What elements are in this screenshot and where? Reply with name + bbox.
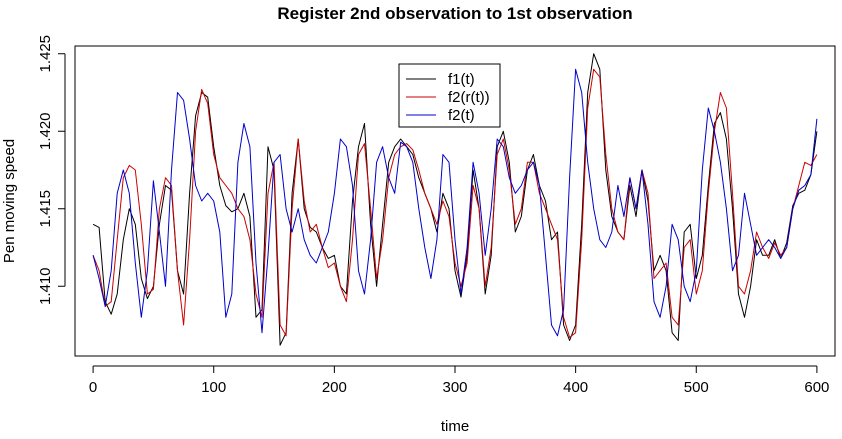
y-axis-label: Pen moving speed: [1, 139, 18, 263]
y-tick-label: 1.420: [37, 112, 54, 150]
legend-label: f2(t): [448, 107, 475, 124]
x-tick-label: 0: [89, 379, 97, 396]
series-line-3: [92, 68, 818, 337]
x-tick-label: 100: [201, 379, 226, 396]
series-line-2: [92, 68, 818, 338]
x-tick-label: 400: [563, 379, 588, 396]
plot-frame: [74, 45, 836, 357]
legend-label: f1(t): [448, 71, 475, 88]
legend-box: [398, 63, 501, 128]
x-tick-label: 200: [322, 379, 347, 396]
x-tick-label: 500: [684, 379, 709, 396]
x-axis-label: time: [441, 418, 469, 435]
x-tick-label: 600: [804, 379, 829, 396]
series-line-1: [92, 53, 818, 346]
y-axis: 1.410 1.415 1.420 1.425: [37, 35, 66, 305]
series-lines: [92, 53, 818, 346]
legend: f1(t)f2(r(t))f2(t): [398, 63, 501, 128]
x-tick-label: 300: [442, 379, 467, 396]
y-tick-label: 1.425: [37, 35, 54, 73]
y-tick-label: 1.415: [37, 190, 54, 228]
legend-label: f2(r(t)): [448, 89, 490, 106]
x-axis: 0 100 200 300 400 500 600: [89, 365, 829, 396]
chart-title: Register 2nd observation to 1st observat…: [277, 4, 632, 23]
plot-area: [74, 45, 836, 357]
y-tick-label: 1.410: [37, 267, 54, 305]
